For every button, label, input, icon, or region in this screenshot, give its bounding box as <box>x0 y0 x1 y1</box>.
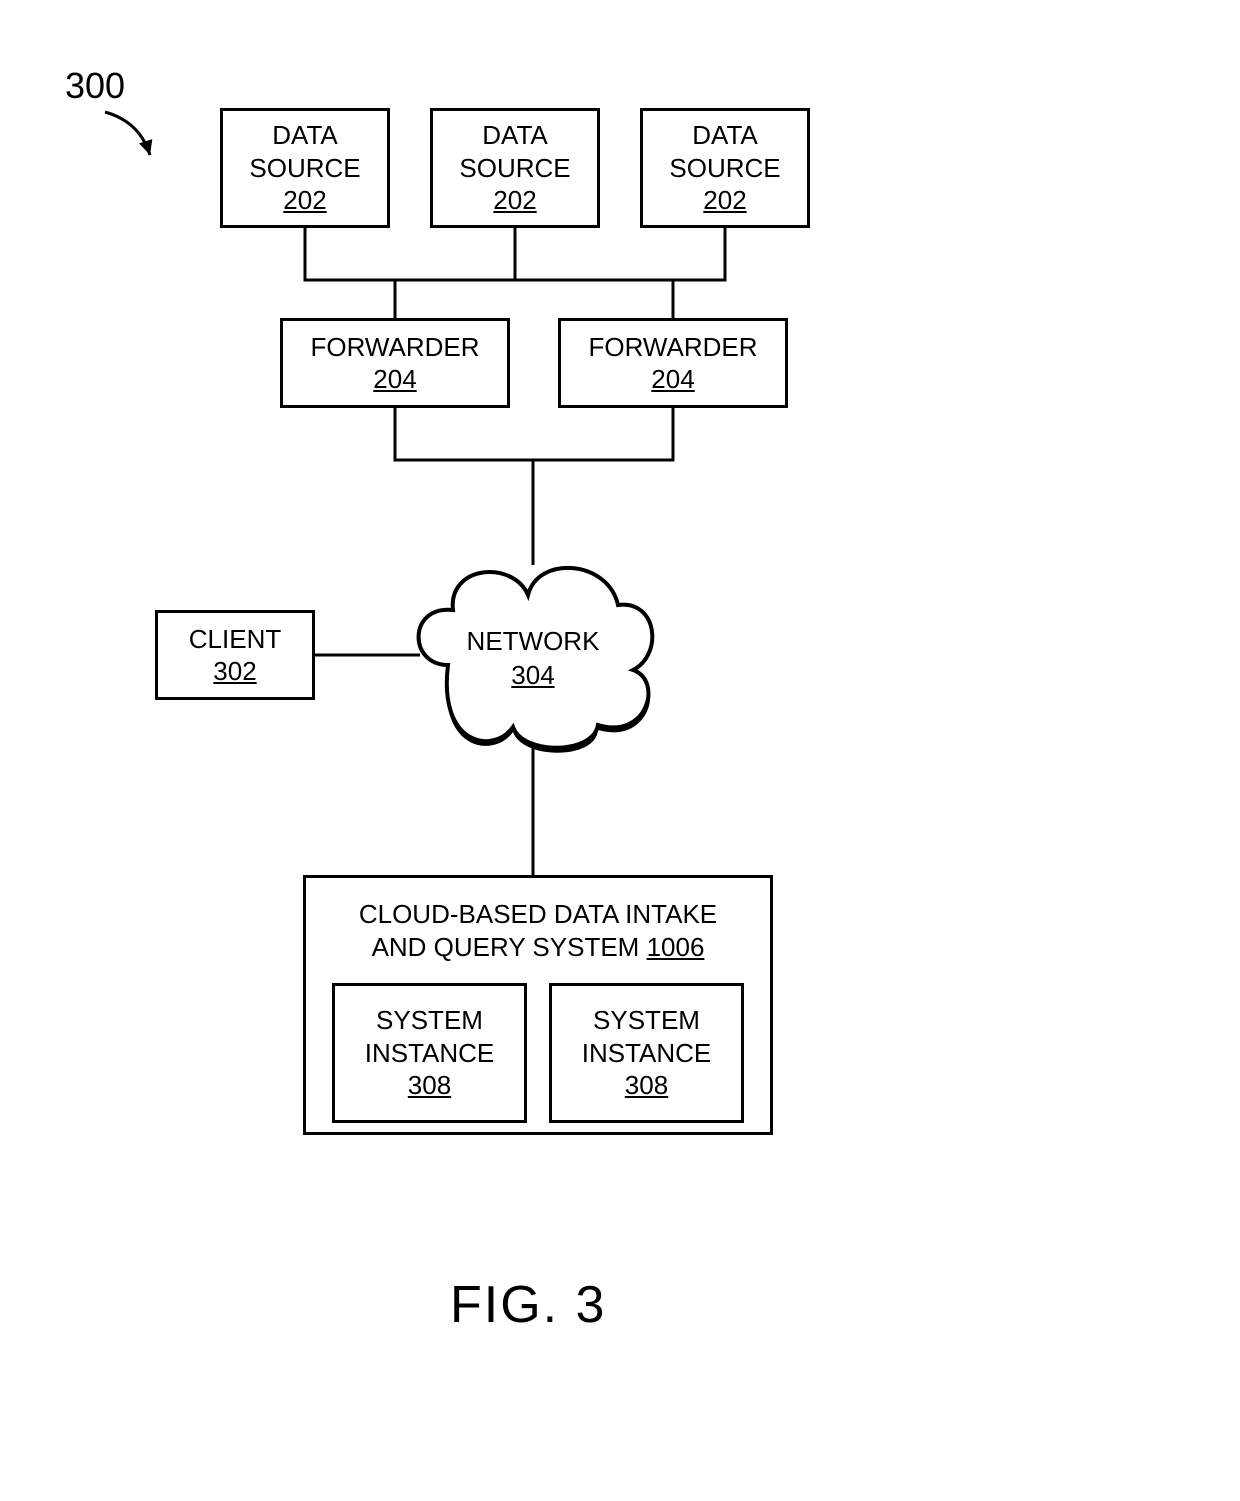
data-source-box: DATA SOURCE 202 <box>430 108 600 228</box>
client-box: CLIENT 302 <box>155 610 315 700</box>
system-instance-box: SYSTEM INSTANCE 308 <box>549 983 744 1123</box>
system-instance-box: SYSTEM INSTANCE 308 <box>332 983 527 1123</box>
box-title2: SOURCE <box>249 152 360 185</box>
cloud-intake-title: CLOUD-BASED DATA INTAKE AND QUERY SYSTEM… <box>359 898 717 963</box>
forwarder-box: FORWARDER 204 <box>280 318 510 408</box>
connectors-layer <box>0 0 1240 1501</box>
figure-ref-arrow <box>105 112 152 155</box>
figure-caption: FIG. 3 <box>450 1275 606 1335</box>
data-source-box: DATA SOURCE 202 <box>640 108 810 228</box>
box-ref: 202 <box>283 184 326 217</box>
figure-ref-label: 300 <box>65 65 125 107</box>
forwarder-box: FORWARDER 204 <box>558 318 788 408</box>
network-cloud-label: NETWORK 304 <box>453 625 613 693</box>
data-source-box: DATA SOURCE 202 <box>220 108 390 228</box>
cloud-intake-box: CLOUD-BASED DATA INTAKE AND QUERY SYSTEM… <box>303 875 773 1135</box>
box-title: DATA <box>272 119 337 152</box>
